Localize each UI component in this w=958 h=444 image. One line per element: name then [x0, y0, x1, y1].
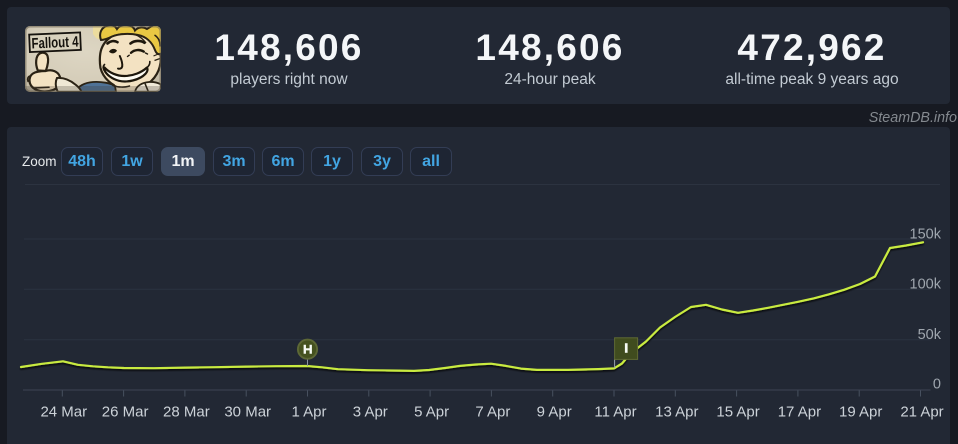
- svg-text:24 Mar: 24 Mar: [40, 404, 87, 421]
- svg-text:21 Apr: 21 Apr: [900, 404, 943, 421]
- svg-text:30 Mar: 30 Mar: [224, 404, 271, 421]
- svg-text:5 Apr: 5 Apr: [414, 404, 449, 421]
- svg-text:11 Apr: 11 Apr: [594, 404, 636, 421]
- svg-text:28 Mar: 28 Mar: [163, 404, 210, 421]
- svg-text:15 Apr: 15 Apr: [716, 404, 759, 421]
- svg-text:150k: 150k: [910, 226, 942, 242]
- svg-text:9 Apr: 9 Apr: [537, 404, 572, 421]
- svg-text:19 Apr: 19 Apr: [839, 404, 882, 421]
- svg-text:17 Apr: 17 Apr: [778, 404, 821, 421]
- svg-text:7 Apr: 7 Apr: [475, 404, 510, 421]
- svg-text:26 Mar: 26 Mar: [102, 404, 149, 421]
- svg-text:1 Apr: 1 Apr: [291, 404, 326, 421]
- svg-text:Fallout 4: Fallout 4: [31, 33, 79, 52]
- svg-text:0: 0: [933, 376, 941, 392]
- svg-text:3 Apr: 3 Apr: [353, 404, 388, 421]
- svg-text:13 Apr: 13 Apr: [655, 404, 698, 421]
- svg-text:100k: 100k: [910, 277, 942, 293]
- svg-text:50k: 50k: [918, 327, 942, 343]
